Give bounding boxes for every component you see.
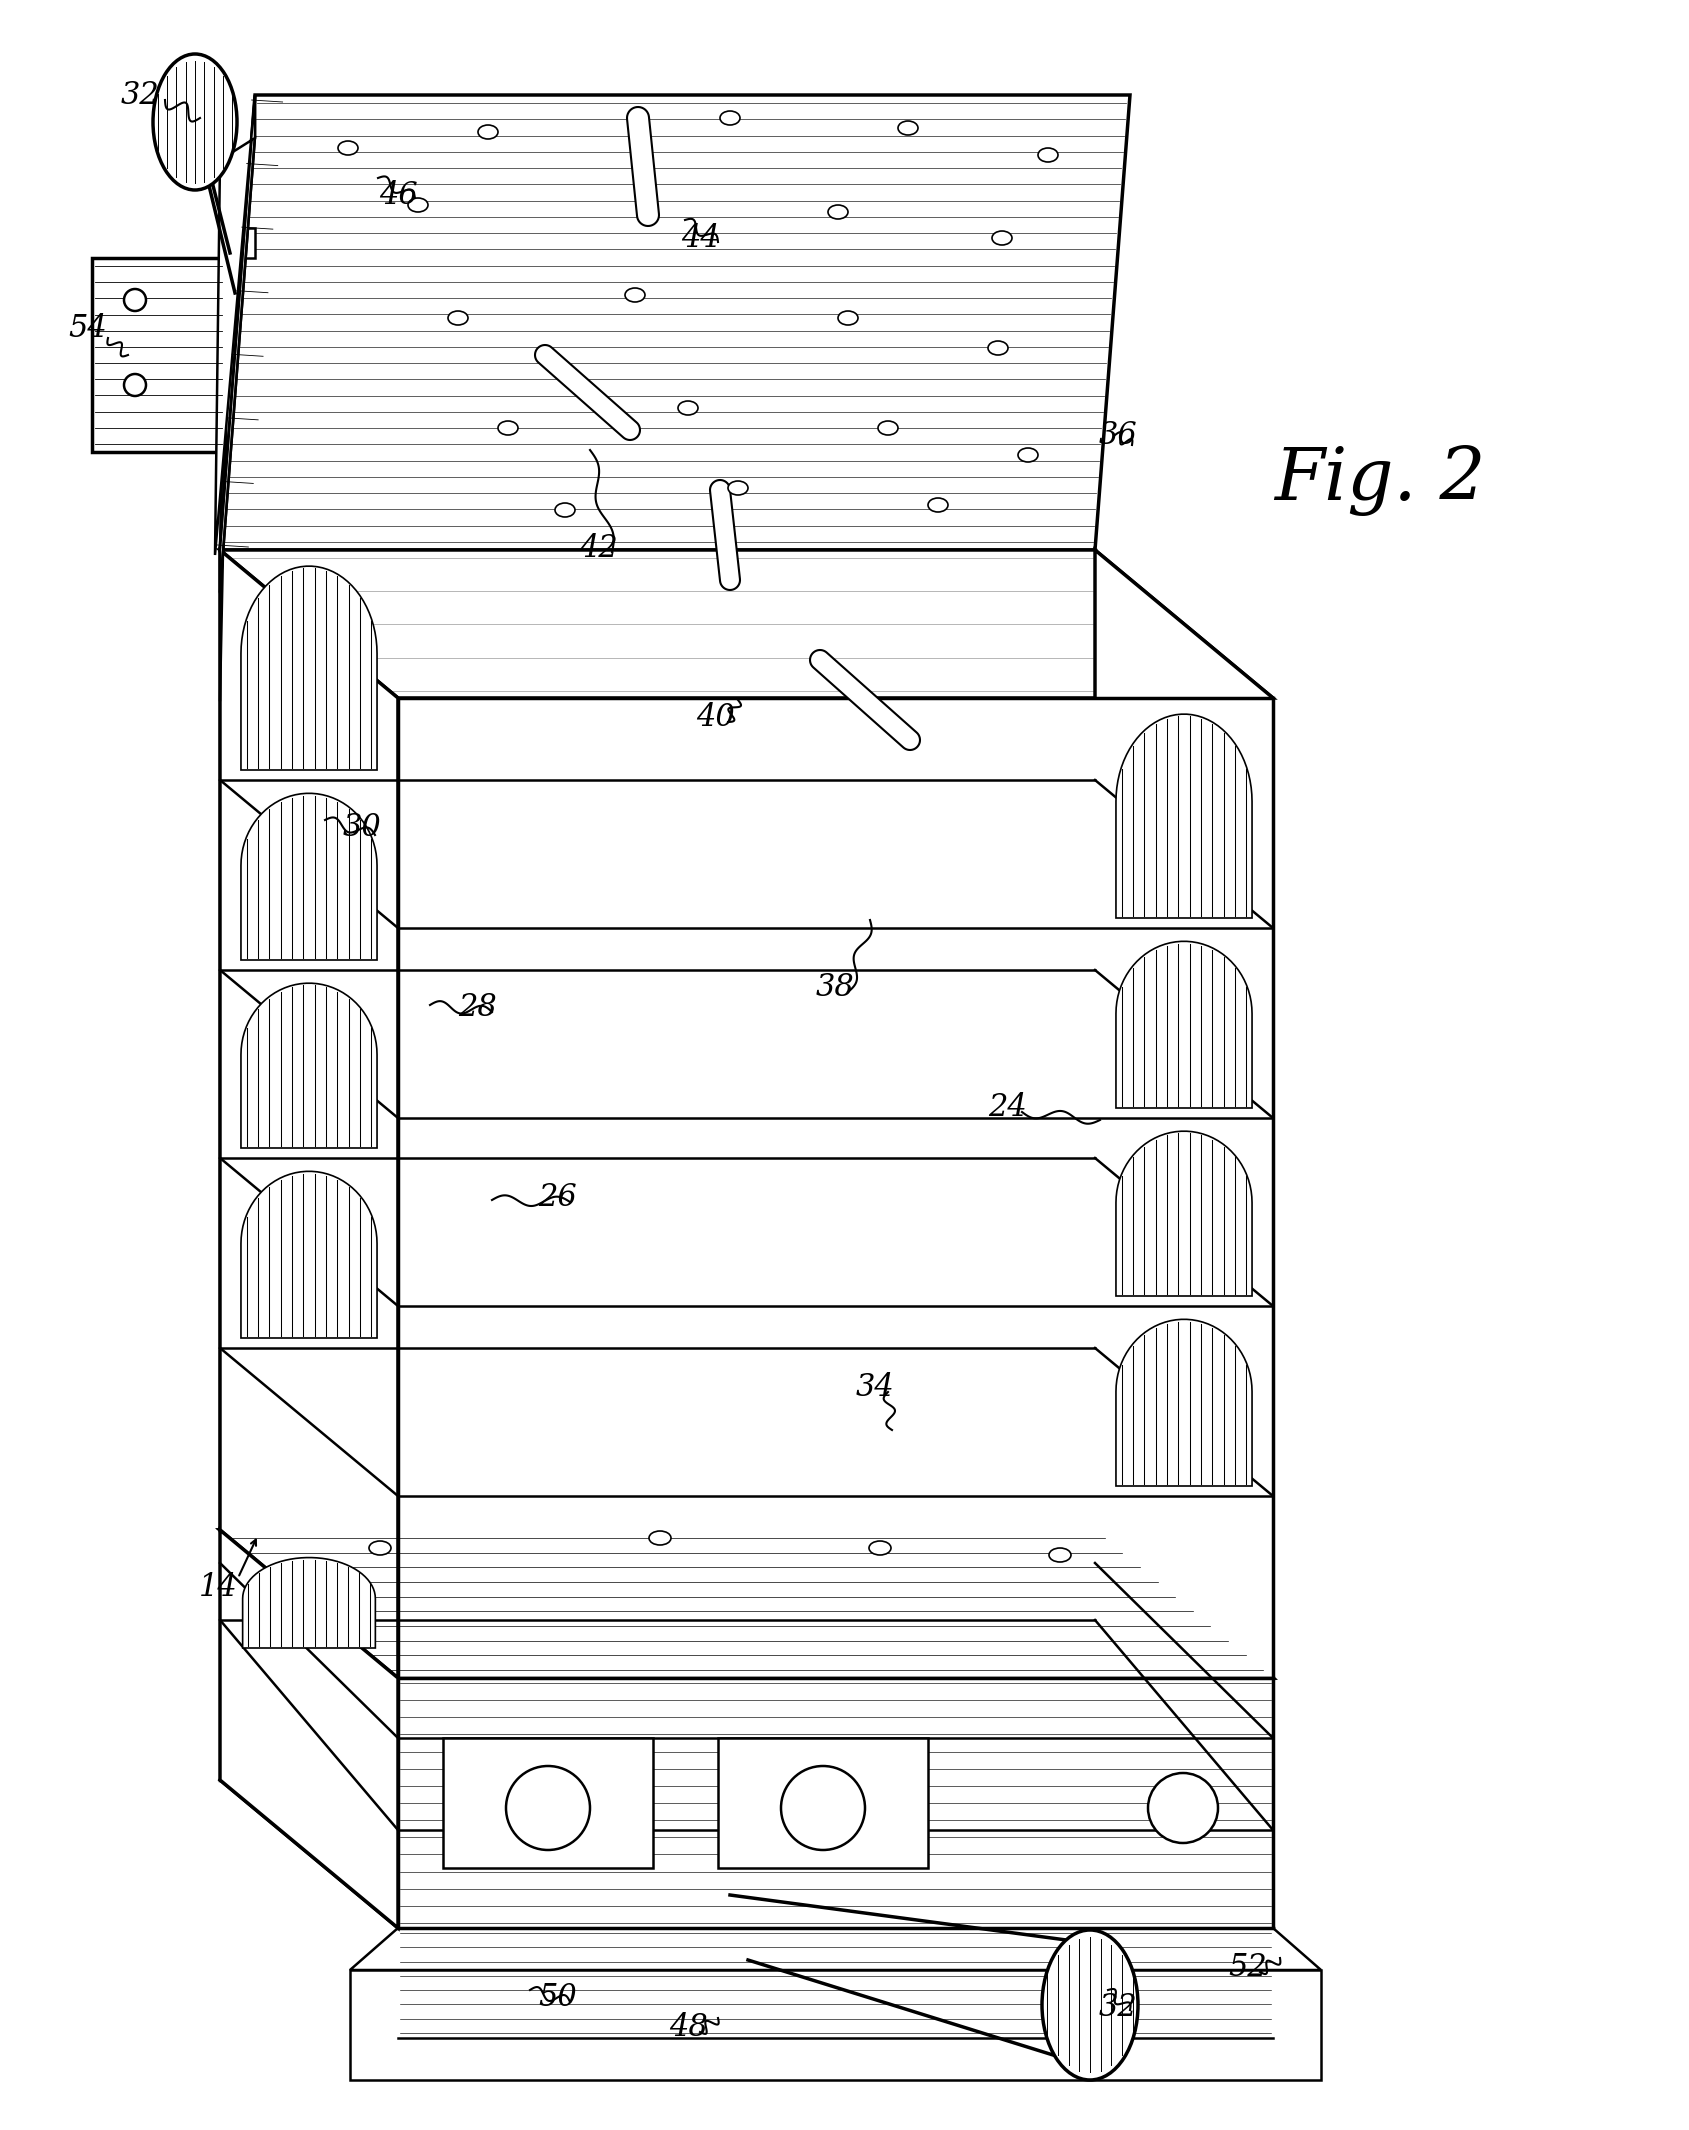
Text: 52: 52 (1228, 1953, 1267, 1983)
Ellipse shape (407, 198, 427, 213)
Polygon shape (220, 550, 399, 1678)
Polygon shape (627, 106, 659, 226)
Text: 24: 24 (988, 1093, 1027, 1123)
Polygon shape (220, 96, 255, 592)
Polygon shape (242, 984, 377, 1148)
Text: 32: 32 (120, 79, 159, 111)
Text: 14: 14 (199, 1572, 236, 1604)
Ellipse shape (448, 311, 468, 326)
Polygon shape (242, 792, 377, 961)
Text: 28: 28 (458, 993, 497, 1025)
Polygon shape (1115, 714, 1252, 918)
Ellipse shape (1037, 147, 1057, 162)
Polygon shape (225, 228, 255, 258)
Ellipse shape (154, 53, 236, 190)
Polygon shape (220, 1529, 1272, 1678)
Polygon shape (718, 1738, 927, 1868)
Polygon shape (399, 699, 1272, 1678)
Text: 30: 30 (343, 812, 382, 843)
Polygon shape (91, 258, 225, 452)
Polygon shape (809, 650, 919, 750)
Text: 42: 42 (578, 532, 616, 564)
Ellipse shape (927, 498, 948, 511)
Ellipse shape (838, 311, 858, 326)
Ellipse shape (478, 126, 498, 138)
Ellipse shape (897, 121, 917, 134)
Ellipse shape (649, 1531, 671, 1544)
Ellipse shape (720, 111, 740, 126)
Polygon shape (243, 1557, 375, 1649)
Circle shape (1147, 1772, 1218, 1842)
Ellipse shape (498, 422, 519, 435)
Ellipse shape (1017, 447, 1037, 462)
Text: 44: 44 (681, 222, 720, 253)
Text: 32: 32 (1098, 1992, 1137, 2024)
Polygon shape (399, 1678, 1272, 1928)
Polygon shape (1115, 1131, 1252, 1295)
Circle shape (505, 1766, 589, 1851)
Ellipse shape (625, 288, 645, 302)
Polygon shape (1115, 1318, 1252, 1487)
Text: 48: 48 (669, 2013, 708, 2043)
Text: 26: 26 (539, 1182, 578, 1214)
Polygon shape (443, 1738, 652, 1868)
Text: Fig. 2: Fig. 2 (1274, 445, 1485, 515)
Ellipse shape (123, 375, 145, 396)
Text: 40: 40 (696, 703, 735, 733)
Polygon shape (242, 567, 377, 771)
Ellipse shape (338, 141, 358, 155)
Ellipse shape (988, 341, 1007, 356)
Polygon shape (220, 1529, 399, 1928)
Ellipse shape (878, 422, 897, 435)
Ellipse shape (728, 481, 748, 494)
Polygon shape (1094, 1529, 1272, 1928)
Text: 54: 54 (69, 313, 108, 343)
Ellipse shape (991, 230, 1012, 245)
Polygon shape (350, 1970, 1321, 2081)
Text: 38: 38 (816, 973, 855, 1003)
Ellipse shape (828, 204, 848, 219)
Polygon shape (1094, 550, 1272, 1678)
Polygon shape (215, 96, 255, 556)
Ellipse shape (123, 290, 145, 311)
Text: 46: 46 (378, 179, 417, 211)
Polygon shape (220, 1529, 1272, 1678)
Polygon shape (535, 345, 640, 441)
Polygon shape (350, 1928, 1321, 1970)
Polygon shape (242, 1172, 377, 1338)
Text: 50: 50 (539, 1983, 578, 2013)
Ellipse shape (1042, 1930, 1137, 2081)
Text: 34: 34 (855, 1372, 893, 1404)
Polygon shape (220, 550, 1272, 699)
Polygon shape (1115, 941, 1252, 1108)
Ellipse shape (1049, 1549, 1071, 1561)
Ellipse shape (554, 503, 574, 518)
Ellipse shape (677, 400, 698, 415)
Ellipse shape (368, 1540, 390, 1555)
Text: 36: 36 (1098, 420, 1137, 452)
Ellipse shape (868, 1540, 890, 1555)
Circle shape (780, 1766, 865, 1851)
Polygon shape (709, 479, 740, 590)
Polygon shape (220, 96, 1130, 550)
